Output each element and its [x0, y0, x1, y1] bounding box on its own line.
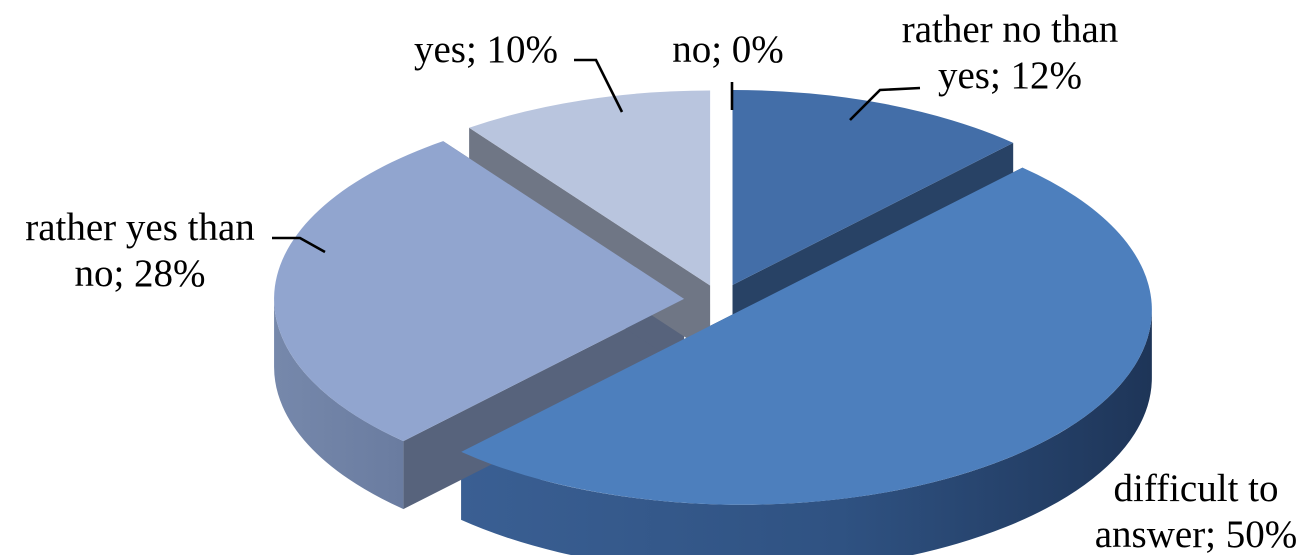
slice-rather-no-than-yes-top: [732, 89, 1014, 285]
slice-difficult-to-answer-top: [461, 167, 1152, 505]
slice-rather-yes-than-no-top: [274, 141, 685, 442]
slice-tops: [274, 89, 1152, 505]
data-label-rather-no-than-yes-line-0: rather no than: [902, 8, 1119, 51]
data-label-rather-yes-than-no-leader-line: [272, 236, 326, 254]
data-label-difficult-to-answer: difficult to answer; 50%: [1095, 467, 1298, 555]
data-label-yes: yes; 10%: [414, 28, 558, 71]
data-label-no-line-0: no; 0%: [672, 28, 784, 71]
data-label-rather-yes-than-no-line-0: rather yes than: [25, 206, 255, 249]
data-label-rather-yes-than-no-line-1: no; 28%: [74, 252, 205, 295]
data-label-yes-leader-line: [574, 58, 624, 113]
slice-yes-top: [469, 90, 711, 286]
data-label-rather-no-than-yes-line-1: yes; 12%: [938, 54, 1082, 97]
data-label-yes-line-0: yes; 10%: [414, 28, 558, 71]
data-label-difficult-to-answer-line-1: answer; 50%: [1095, 513, 1298, 555]
data-label-rather-no-than-yes-leader-line: [849, 86, 921, 121]
data-label-rather-yes-than-no: rather yes than no; 28%: [25, 206, 255, 295]
data-label-rather-no-than-yes: rather no than yes; 12%: [902, 8, 1119, 97]
data-label-no: no; 0%: [672, 28, 784, 71]
data-labels: no; 0% rather no than yes; 12% difficult to…: [25, 8, 1297, 555]
slice-difficult-to-answer-outer-wall: [461, 309, 1152, 555]
data-label-difficult-to-answer-line-0: difficult to: [1113, 467, 1278, 510]
slice-rather-yes-than-no-outer-wall: [274, 298, 404, 510]
